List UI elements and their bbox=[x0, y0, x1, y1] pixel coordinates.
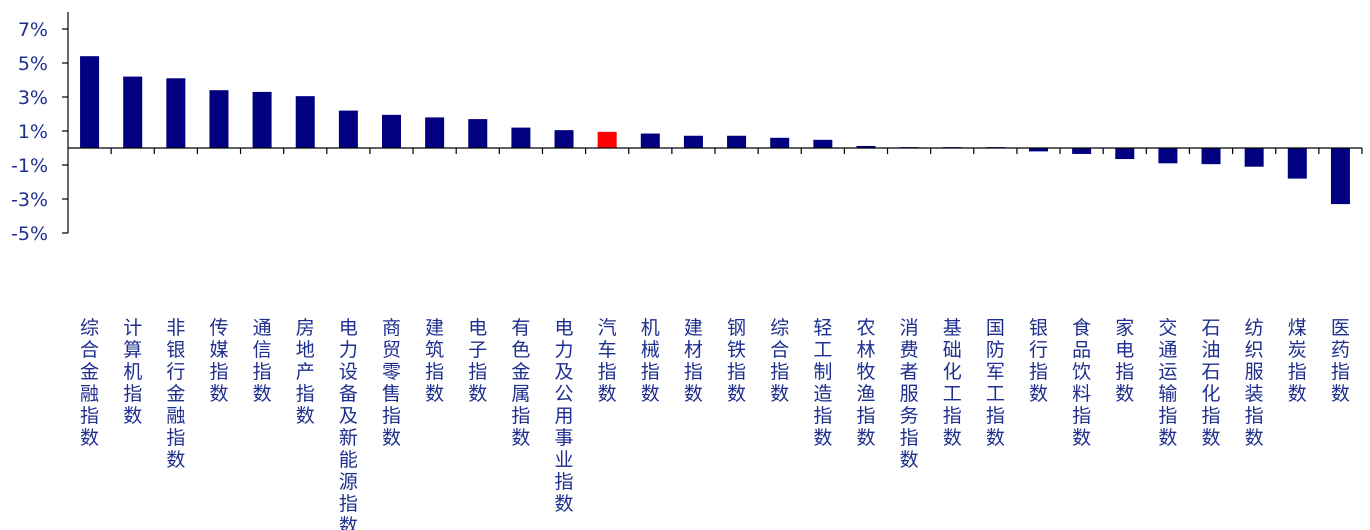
x-axis bbox=[68, 147, 1363, 154]
bar bbox=[382, 114, 401, 148]
bar bbox=[554, 130, 574, 148]
category-label: 汽车指数 bbox=[598, 317, 617, 405]
category-label: 电力设备及新能源指数 bbox=[339, 317, 358, 530]
category-label: 建材指数 bbox=[684, 317, 703, 405]
bar bbox=[1029, 148, 1048, 152]
category-label: 国防军工指数 bbox=[986, 317, 1005, 449]
category-labels: 综合金融指数 计算机指数 非银行金融指数 传媒指数 通信指数 房地产指数 电力设备及新能源指… bbox=[80, 317, 1350, 530]
category-label: 有色金属指数 bbox=[511, 317, 530, 449]
y-tick-label: -1% bbox=[11, 155, 48, 177]
y-tick-label: 7% bbox=[18, 19, 48, 41]
bar bbox=[1330, 148, 1350, 205]
y-tick-label: 3% bbox=[18, 87, 48, 109]
category-label: 交通运输指数 bbox=[1158, 317, 1177, 449]
category-label: 通信指数 bbox=[253, 317, 272, 405]
category-label: 基础化工指数 bbox=[943, 317, 962, 449]
bar bbox=[468, 119, 488, 148]
bar bbox=[80, 56, 100, 149]
bar bbox=[209, 90, 229, 148]
bar bbox=[338, 110, 358, 148]
bar bbox=[1115, 148, 1135, 160]
y-tick-label: -3% bbox=[11, 189, 48, 211]
category-label: 综合金融指数 bbox=[80, 317, 99, 449]
category-label: 商贸零售指数 bbox=[382, 317, 401, 449]
category-label: 机械指数 bbox=[641, 317, 660, 405]
y-tick-label: 5% bbox=[18, 53, 48, 75]
y-tick-label: -5% bbox=[11, 223, 48, 245]
category-label: 银行指数 bbox=[1029, 317, 1048, 405]
category-label: 消费者服务指数 bbox=[900, 317, 919, 471]
bar bbox=[1244, 148, 1264, 167]
bar bbox=[1287, 148, 1307, 179]
y-axis: -5% -3% -1% 1% 3% 5% 7% bbox=[11, 12, 69, 245]
category-label: 电力及公用事业指数 bbox=[555, 317, 574, 515]
category-label: 计算机指数 bbox=[123, 317, 142, 427]
bar bbox=[1158, 148, 1178, 164]
category-label: 煤炭指数 bbox=[1288, 317, 1307, 405]
bar bbox=[295, 96, 315, 148]
category-label: 食品饮料指数 bbox=[1072, 317, 1091, 449]
category-label: 综合指数 bbox=[770, 317, 789, 405]
category-label: 农林牧渔指数 bbox=[856, 317, 875, 449]
category-label: 轻工制造指数 bbox=[813, 317, 832, 449]
bars-group bbox=[80, 56, 1350, 205]
bar bbox=[1072, 148, 1092, 154]
category-label: 传媒指数 bbox=[209, 317, 228, 405]
category-label: 纺织服装指数 bbox=[1245, 317, 1264, 449]
bar bbox=[770, 137, 790, 148]
bar bbox=[425, 117, 445, 148]
bar bbox=[597, 131, 617, 148]
bar bbox=[1201, 148, 1221, 165]
bar bbox=[166, 78, 186, 148]
bar bbox=[683, 135, 703, 148]
bar bbox=[813, 139, 833, 148]
bar bbox=[511, 127, 531, 148]
category-label: 电子指数 bbox=[468, 317, 487, 405]
category-label: 石油石化指数 bbox=[1202, 317, 1221, 449]
bar bbox=[856, 145, 876, 148]
category-label: 非银行金融指数 bbox=[166, 317, 185, 471]
bar bbox=[640, 133, 660, 148]
y-tick-label: 1% bbox=[18, 121, 48, 143]
bar bbox=[123, 76, 143, 148]
category-label: 医药指数 bbox=[1331, 317, 1350, 405]
category-label: 家电指数 bbox=[1115, 317, 1134, 405]
bar bbox=[252, 91, 272, 148]
category-label: 建筑指数 bbox=[425, 317, 444, 405]
category-label: 房地产指数 bbox=[296, 317, 315, 427]
category-label: 钢铁指数 bbox=[727, 317, 746, 405]
bar bbox=[727, 135, 747, 148]
